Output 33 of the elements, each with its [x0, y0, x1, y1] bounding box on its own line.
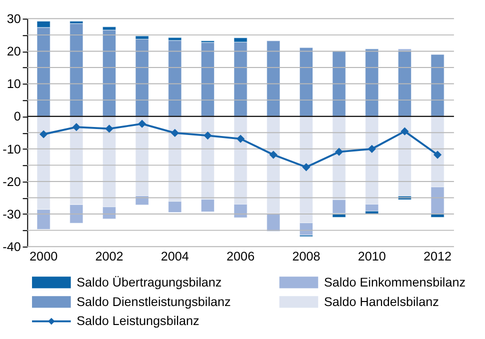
y-tick-label: -40 — [2, 240, 21, 254]
x-tick-label: 2010 — [358, 250, 386, 264]
y-tick-label: -10 — [2, 142, 21, 156]
x-tick-label: 2004 — [160, 250, 189, 264]
x-tick-label: 2006 — [226, 250, 255, 264]
x-tick-label: 2002 — [95, 250, 124, 264]
point — [334, 148, 344, 156]
point — [269, 150, 278, 159]
legend-label: Saldo Dienstleistungsbilanz — [76, 294, 231, 309]
legend-label: Saldo Übertragungsbilanz — [76, 275, 222, 290]
y-tick-label: 0 — [14, 110, 21, 124]
point — [433, 150, 442, 159]
y-tick-label: 30 — [6, 12, 21, 26]
x-tick-label: 2008 — [292, 250, 320, 264]
point — [236, 134, 245, 143]
y-tick-label: 10 — [6, 77, 21, 92]
legend-label: Saldo Handelsbilanz — [324, 294, 439, 309]
y-tick-label: -30 — [2, 207, 21, 222]
x-tick-label: 2000 — [30, 250, 58, 264]
x-tick-label: 2012 — [424, 250, 452, 264]
point — [368, 144, 376, 153]
point — [204, 132, 212, 140]
point — [40, 130, 48, 138]
point — [400, 127, 409, 136]
legend-label: Saldo Leistungsbilanz — [76, 314, 200, 328]
legend-label: Saldo Einkommensbilanz — [324, 275, 466, 290]
point — [72, 123, 80, 132]
point — [302, 163, 310, 172]
point — [105, 124, 114, 133]
y-tick-label: -20 — [2, 174, 21, 189]
y-tick-label: 20 — [6, 44, 21, 59]
point — [138, 120, 146, 128]
point — [170, 128, 179, 138]
